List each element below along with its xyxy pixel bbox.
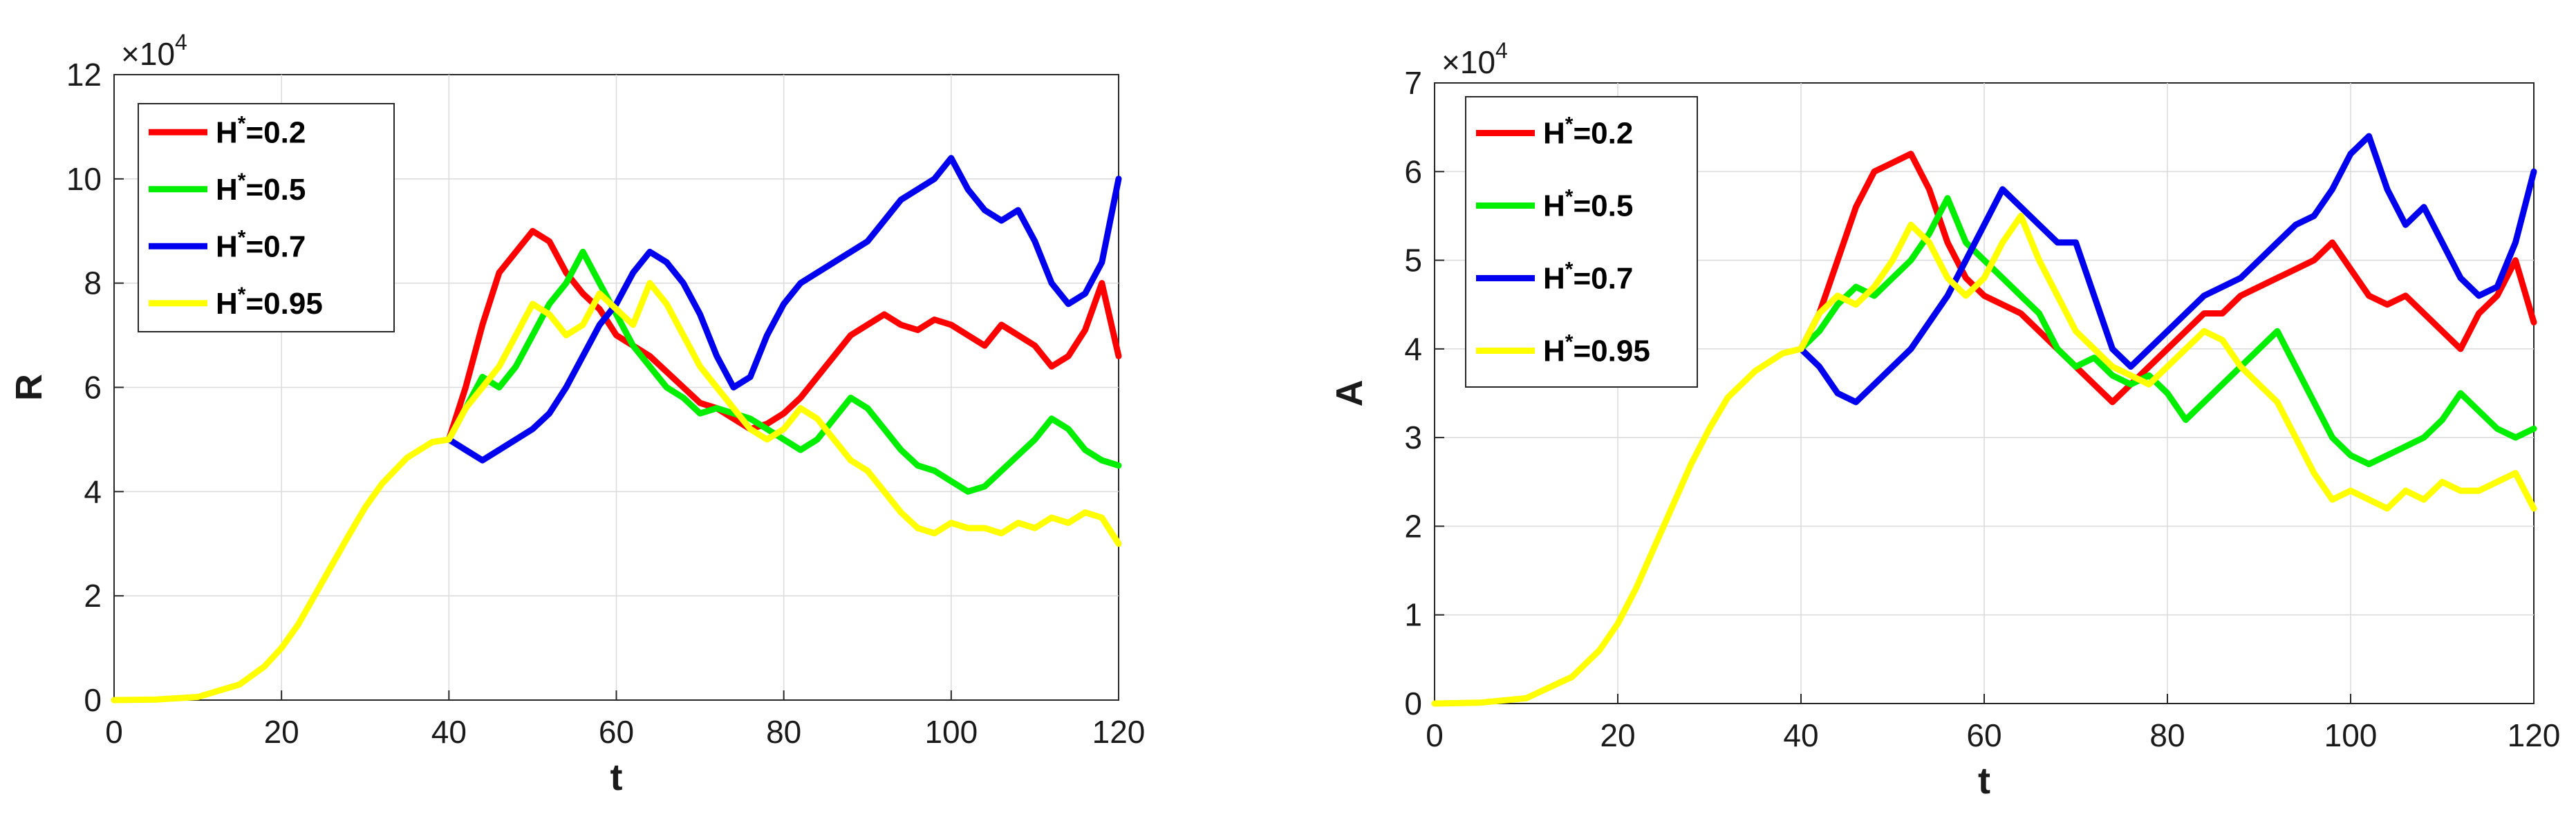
y-tick-label: 1 — [1404, 597, 1422, 633]
x-tick-label: 0 — [105, 714, 123, 750]
legend-label: H*=0.5 — [1543, 186, 1633, 223]
deterministic-curve — [111, 436, 452, 704]
y-tick-label: 7 — [1404, 65, 1422, 101]
x-tick-label: 60 — [1966, 717, 2001, 753]
series-line-1 — [445, 227, 1122, 443]
y-tick-label: 2 — [84, 578, 102, 614]
x-tick-label: 20 — [1600, 717, 1635, 753]
legend: H*=0.2 H*=0.5 H*=0.7 H*=0.95 — [1465, 96, 1698, 388]
x-tick-label: 100 — [2324, 717, 2378, 753]
y-exponent-label: ×104 — [1441, 38, 1508, 80]
y-axis-label: A — [1329, 380, 1370, 407]
legend: H*=0.2 H*=0.5 H*=0.7 H*=0.95 — [138, 103, 395, 332]
x-axis-label: t — [1978, 760, 1990, 802]
chart-panel-2: 0 20 40 60 80 100 12001234567×104tAH*=0.2H*=0.… — [1329, 38, 2560, 802]
legend-label: H*=0.7 — [216, 226, 306, 263]
legend-box — [1465, 96, 1698, 388]
legend-label: H*=0.2 — [1543, 113, 1633, 151]
x-axis-label: t — [610, 757, 623, 798]
series-line-2 — [1798, 195, 2537, 468]
x-tick-label: 120 — [1092, 714, 1146, 750]
series-line-2 — [445, 248, 1122, 495]
series-line-4 — [445, 280, 1122, 547]
y-tick-label: 4 — [84, 473, 102, 509]
legend-label: H*=0.5 — [216, 169, 306, 207]
y-tick-label: 0 — [84, 682, 102, 718]
y-exponent-label: ×104 — [121, 30, 187, 72]
x-tick-label: 120 — [2508, 717, 2561, 753]
legend-label: H*=0.7 — [1543, 258, 1633, 296]
x-tick-label: 20 — [264, 714, 299, 750]
y-axis-label: R — [8, 374, 50, 401]
y-tick-label: 6 — [84, 370, 102, 406]
series-line-1 — [1798, 151, 2537, 406]
y-tick-label: 5 — [1404, 243, 1422, 279]
y-tick-label: 6 — [1404, 153, 1422, 189]
chart-panel-1: 0 20 40 60 80 100 120024681012×104tRH*=0.2H*=0… — [8, 30, 1145, 798]
x-tick-label: 80 — [766, 714, 801, 750]
deterministic-curve — [1431, 346, 1804, 707]
y-tick-label: 8 — [84, 265, 102, 301]
series-line-4 — [1798, 212, 2537, 512]
x-tick-label: 60 — [599, 714, 634, 750]
x-tick-label: 40 — [431, 714, 467, 750]
x-tick-label: 40 — [1783, 717, 1818, 753]
y-tick-label: 2 — [1404, 508, 1422, 544]
y-tick-label: 12 — [66, 57, 102, 93]
legend-label: H*=0.2 — [216, 112, 306, 149]
x-tick-label: 100 — [924, 714, 978, 750]
x-tick-label: 80 — [2149, 717, 2185, 753]
series-line-3 — [1798, 133, 2537, 406]
legend-label: H*=0.95 — [216, 283, 323, 321]
x-tick-label: 0 — [1426, 717, 1444, 753]
series-line-3 — [445, 155, 1122, 464]
y-tick-label: 10 — [66, 161, 102, 197]
y-tick-label: 3 — [1404, 419, 1422, 455]
y-tick-label: 4 — [1404, 331, 1422, 367]
y-tick-label: 0 — [1404, 686, 1422, 721]
legend-box — [138, 103, 395, 332]
legend-label: H*=0.95 — [1543, 331, 1650, 368]
